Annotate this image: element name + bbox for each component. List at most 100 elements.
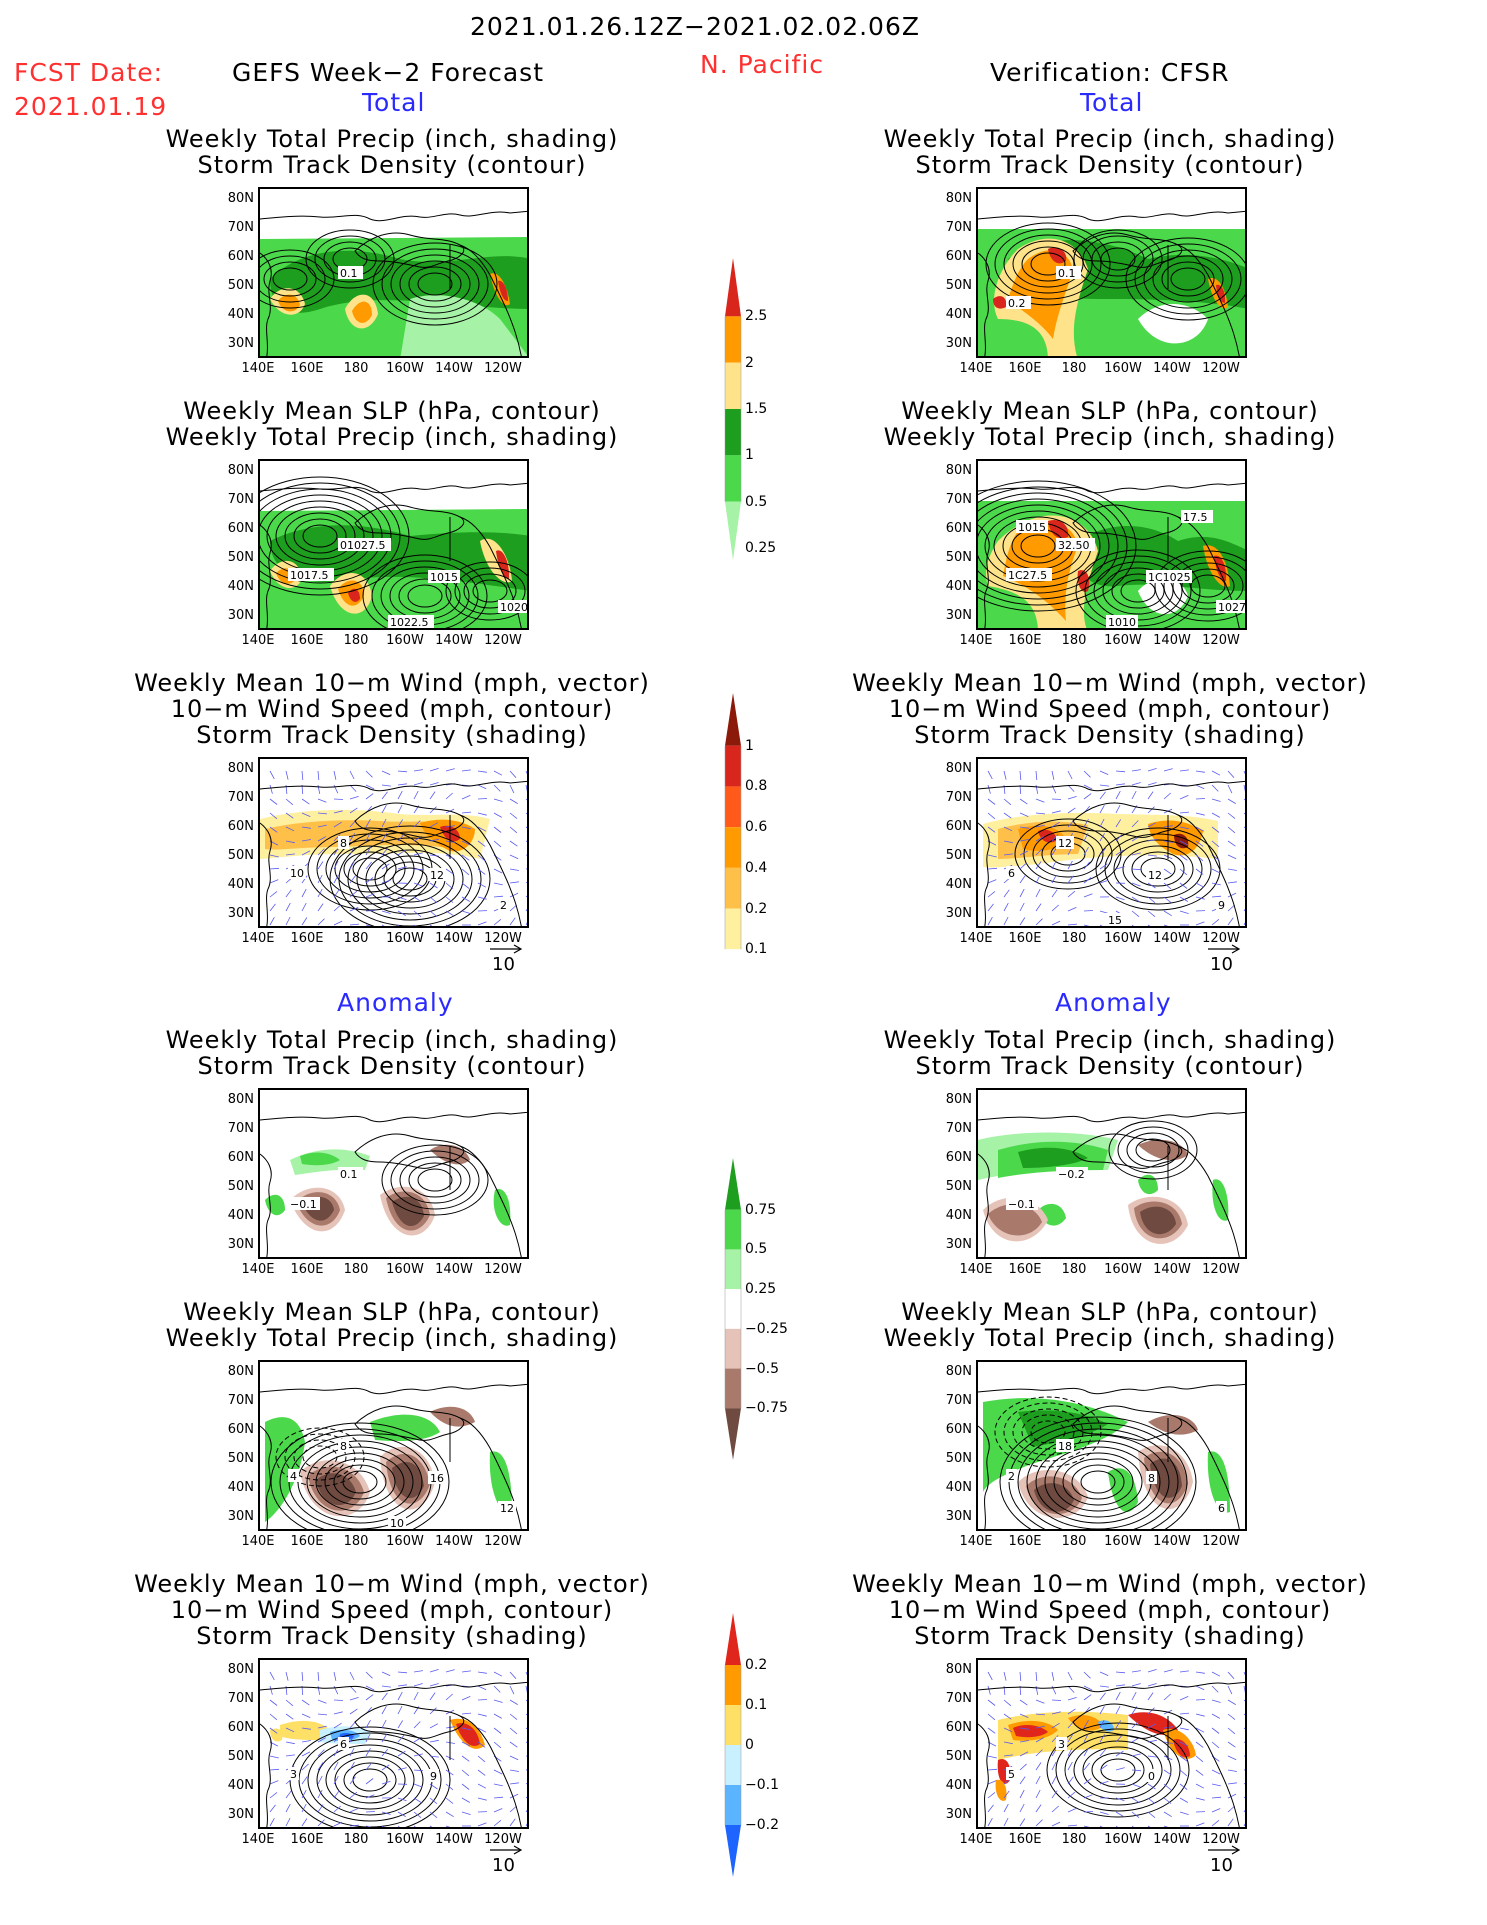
wind-arrow xyxy=(1067,770,1073,780)
lon-tick-label: 140E xyxy=(241,633,275,648)
wind-arrow xyxy=(1019,917,1026,926)
wind-arrow xyxy=(269,891,278,898)
wind-arrow xyxy=(1051,1699,1062,1701)
wind-arrow xyxy=(365,1794,375,1799)
wind-arrow xyxy=(493,1783,503,1787)
wind-arrow xyxy=(461,840,471,846)
wind-arrow xyxy=(349,807,358,814)
wind-arrow xyxy=(413,1721,421,1729)
wind-arrow xyxy=(1131,896,1140,903)
shading-region xyxy=(456,1723,480,1746)
wind-arrow xyxy=(285,853,295,856)
coastline xyxy=(978,482,1245,494)
lat-tick-label: 40N xyxy=(227,1480,254,1495)
wind-arrow xyxy=(301,826,311,829)
wind-arrow xyxy=(333,1699,344,1701)
wind-arrow xyxy=(269,1755,279,1759)
wind-arrow xyxy=(477,1685,487,1691)
wind-arrow xyxy=(397,849,406,856)
wind-arrow xyxy=(1243,1699,1245,1702)
contour-label-bg xyxy=(428,868,446,881)
contour-label: 6 xyxy=(1008,867,1015,880)
contour-label: 6 xyxy=(340,1738,347,1751)
panel-title-line: Weekly Total Precip (inch, shading) xyxy=(165,1324,619,1352)
lat-tick-label: 40N xyxy=(945,1480,972,1495)
contour-line xyxy=(399,1156,471,1204)
shading-region xyxy=(1018,1147,1088,1168)
colorbar-segment xyxy=(725,1328,741,1369)
wind-arrow xyxy=(1083,819,1089,828)
wind-arrow xyxy=(1083,847,1089,856)
lon-tick-label: 160E xyxy=(1008,1832,1042,1847)
wind-arrow xyxy=(461,1741,471,1747)
contour-line xyxy=(1012,240,1084,288)
wind-arrow xyxy=(1147,1811,1156,1819)
lat-tick-label: 80N xyxy=(945,1364,972,1379)
lon-tick-label: 180 xyxy=(343,361,369,376)
wind-arrow xyxy=(381,833,387,842)
wind-arrow xyxy=(525,1796,527,1799)
contour-line xyxy=(978,504,1101,588)
panel-title-R6: Weekly Mean 10−m Wind (mph, vector) 10−m … xyxy=(850,1571,1370,1649)
wind-arrow xyxy=(525,826,527,829)
contour-line xyxy=(293,518,347,554)
lon-tick-label: 160E xyxy=(290,1534,324,1549)
wind-arrow xyxy=(493,882,503,886)
wind-arrow xyxy=(445,1811,454,1818)
contour-line xyxy=(417,1168,453,1192)
map-panel-L2: 01027.5 1017.5 1015 1020 1022.5 xyxy=(258,459,529,630)
lat-tick-label: 60N xyxy=(227,249,254,264)
coastlines xyxy=(978,780,1245,926)
wind-arrow xyxy=(477,921,487,926)
map-panel-L4: 0.1 −0.1 xyxy=(258,1088,529,1259)
wind-arrow xyxy=(987,826,996,833)
contour-label-bg xyxy=(498,1501,516,1514)
contour-label-bg xyxy=(1216,600,1245,613)
map-svg: 0.1 −0.1 xyxy=(260,1111,527,1257)
wind-arrow xyxy=(381,1764,390,1771)
wind-arrow xyxy=(1195,882,1205,888)
contour-label: 1C1025 xyxy=(1148,571,1191,584)
wind-arrow xyxy=(509,1755,519,1761)
wind-arrow xyxy=(1131,769,1141,772)
wind-arrow xyxy=(1067,1671,1073,1681)
wind-arrow xyxy=(1131,1769,1142,1772)
wind-arrow xyxy=(349,846,355,856)
contour-label: 0 xyxy=(1148,1770,1155,1783)
wind-arrow xyxy=(509,1713,518,1720)
panel-title-line: Weekly Total Precip (inch, shading) xyxy=(883,1324,1337,1352)
lon-tick-label: 120W xyxy=(1202,633,1240,648)
shading-region xyxy=(498,280,508,301)
wind-arrow xyxy=(509,917,516,926)
wind-arrow xyxy=(509,904,517,912)
wind-arrow xyxy=(381,924,385,926)
wind-arrow xyxy=(1211,1713,1220,1719)
wind-arrow xyxy=(461,882,470,889)
coastline xyxy=(260,780,527,792)
wind-arrow xyxy=(1083,1811,1094,1813)
wind-arrow xyxy=(1067,1808,1077,1813)
wind-arrow xyxy=(477,868,486,875)
wind-arrow xyxy=(1051,1821,1061,1827)
wind-arrow xyxy=(1051,860,1057,870)
lon-tick-label: 160E xyxy=(290,633,324,648)
lat-tick-label: 50N xyxy=(945,848,972,863)
wind-arrow xyxy=(269,1727,278,1734)
contour-line xyxy=(1071,1464,1125,1500)
wind-arrow xyxy=(429,924,433,926)
wind-arrow xyxy=(269,826,278,833)
wind-arrow xyxy=(333,920,343,926)
wind-arrow xyxy=(381,847,389,856)
wind-arrow xyxy=(1179,1712,1190,1715)
panel-title-R4: Weekly Total Precip (inch, shading) Storm… xyxy=(850,1027,1370,1079)
contour-line xyxy=(362,554,488,628)
shading-region xyxy=(1216,284,1226,303)
wind-arrow xyxy=(1099,863,1108,870)
contour-label-bg xyxy=(338,1167,363,1180)
contour-line xyxy=(352,1768,388,1792)
wind-arrow xyxy=(1131,1797,1140,1804)
panel-title-line: Weekly Mean 10−m Wind (mph, vector) xyxy=(852,1570,1368,1598)
lat-tick-label: 50N xyxy=(945,1749,972,1764)
lon-tick-label: 140W xyxy=(435,931,473,946)
wind-arrow xyxy=(413,852,423,856)
